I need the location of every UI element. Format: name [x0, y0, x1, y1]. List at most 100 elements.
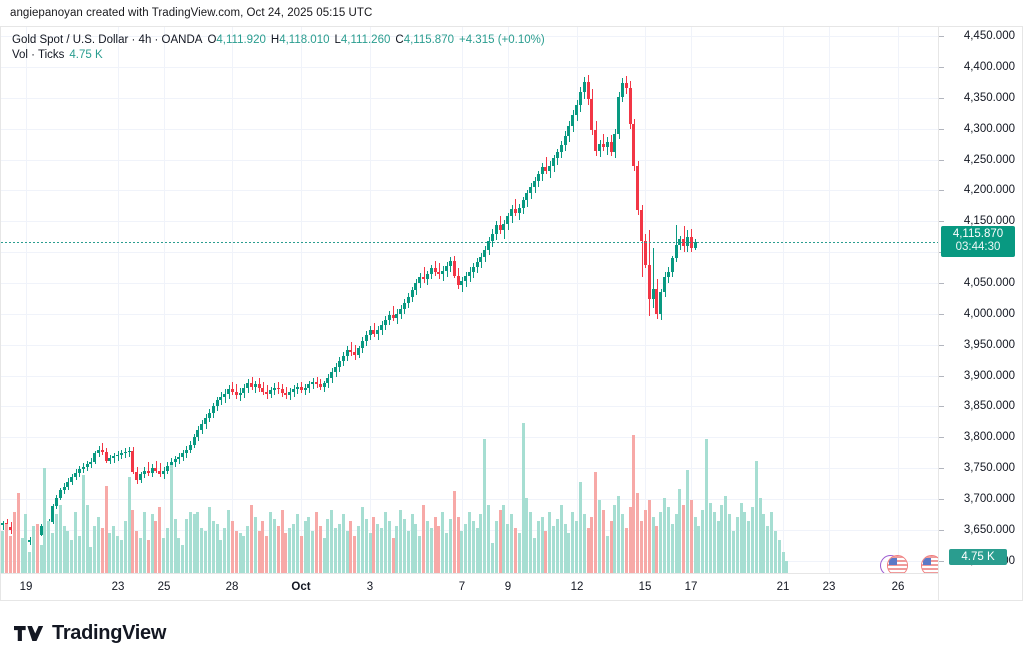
grid-line-vertical	[829, 27, 830, 573]
grid-line-horizontal	[1, 36, 938, 38]
candle-body	[368, 329, 372, 335]
candle-body	[620, 83, 624, 97]
candle-body	[104, 452, 108, 461]
grid-line-vertical	[508, 27, 509, 573]
volume-bar	[563, 523, 567, 573]
price-tick-label: 4,400.000	[963, 61, 1015, 74]
volume-bar	[781, 551, 785, 573]
volume-bar	[380, 528, 384, 573]
time-tick-label: 12	[570, 581, 584, 593]
volume-bar	[529, 512, 533, 573]
us-flag-event[interactable]	[921, 555, 938, 573]
candle-body	[28, 540, 32, 542]
candle-body	[506, 216, 510, 224]
volume-bar	[20, 537, 24, 573]
candle-body	[188, 444, 192, 450]
volume-bar	[770, 512, 774, 573]
volume-bar	[720, 505, 724, 573]
volume-bar	[418, 535, 422, 573]
candle-body	[204, 417, 208, 424]
candle-body	[154, 468, 158, 471]
volume-bar	[445, 533, 449, 573]
candle-body	[418, 276, 422, 284]
volume-bar	[158, 507, 162, 573]
candle-body	[483, 249, 487, 258]
candle-body	[66, 481, 70, 487]
volume-bar	[406, 530, 410, 573]
candle-body	[678, 238, 682, 245]
volume-bar	[448, 519, 452, 573]
candle-body	[257, 384, 261, 388]
volume-bar	[181, 544, 185, 573]
candle-body	[146, 470, 150, 474]
volume-bar	[162, 537, 166, 573]
candle-body	[513, 209, 517, 213]
candle-body	[284, 392, 288, 396]
time-tick-label: 9	[504, 581, 512, 593]
price-tick-label: 3,650.000	[963, 523, 1015, 536]
time-tick-label: 19	[19, 581, 33, 593]
volume-bar	[93, 526, 97, 573]
grid-line-horizontal	[1, 190, 938, 192]
us-flag-event[interactable]	[887, 555, 908, 573]
candle-body	[39, 526, 43, 535]
price-tick-mark	[939, 159, 944, 161]
candle-wick	[255, 380, 256, 393]
time-tick-label: 3	[366, 581, 374, 593]
candle-body	[559, 144, 563, 153]
volume-bar	[739, 502, 743, 573]
candle-body	[552, 158, 556, 166]
candle-body	[437, 271, 441, 275]
volume-bar	[139, 537, 143, 573]
volume-bar	[196, 512, 200, 573]
volume-bar	[399, 509, 403, 573]
volume-bar	[773, 530, 777, 573]
volume-bar	[81, 474, 85, 573]
candle-body	[670, 258, 674, 272]
volume-bar	[253, 516, 257, 573]
price-axis[interactable]: 4,115.870 03:44:30 4.75 K 4,450.000 4,400…	[938, 27, 1022, 600]
candle-body	[246, 382, 250, 388]
candle-body	[471, 266, 475, 272]
volume-bar	[617, 495, 621, 573]
candle-body	[643, 241, 647, 265]
volume-bar	[12, 512, 16, 573]
volume-bar	[24, 514, 28, 573]
grid-line-horizontal	[1, 252, 938, 254]
candle-wick	[435, 260, 436, 276]
candle-body	[464, 275, 468, 281]
chart-frame: Gold Spot / U.S. Dollar · 4h · OANDA O4,1…	[0, 26, 1023, 601]
time-tick-label: 21	[776, 581, 790, 593]
volume-bar	[39, 544, 43, 573]
candle-body	[219, 396, 223, 401]
volume-bar	[165, 528, 169, 573]
candle-body	[150, 468, 154, 474]
candle-wick	[374, 322, 375, 338]
candle-body	[230, 389, 234, 392]
candle-body	[494, 225, 498, 234]
volume-bar	[636, 493, 640, 573]
volume-bar	[513, 528, 517, 573]
candle-wick	[236, 384, 237, 399]
volume-bar	[353, 535, 357, 573]
time-tick-label: 26	[891, 581, 905, 593]
price-tick-mark	[939, 283, 944, 285]
chart-pane[interactable]: Gold Spot / U.S. Dollar · 4h · OANDA O4,1…	[1, 27, 938, 573]
candle-body	[58, 490, 62, 498]
candle-body	[341, 355, 345, 361]
price-tick-mark	[939, 560, 944, 562]
volume-bar	[376, 523, 380, 573]
volume-bar	[590, 516, 594, 573]
price-tick-label: 4,450.000	[963, 30, 1015, 43]
volume-bar	[322, 537, 326, 573]
volume-bar	[643, 509, 647, 573]
volume-bar	[345, 530, 349, 573]
candle-body	[81, 466, 85, 470]
time-axis[interactable]: 19 23 25 28 Oct 3 7 9 12 15 17 21 23 26	[1, 573, 938, 600]
candle-body	[586, 81, 590, 100]
volume-bar	[689, 500, 693, 573]
volume-bar	[598, 500, 602, 573]
volume-bar	[544, 530, 548, 573]
candle-body	[242, 387, 246, 393]
candle-wick	[351, 342, 352, 356]
